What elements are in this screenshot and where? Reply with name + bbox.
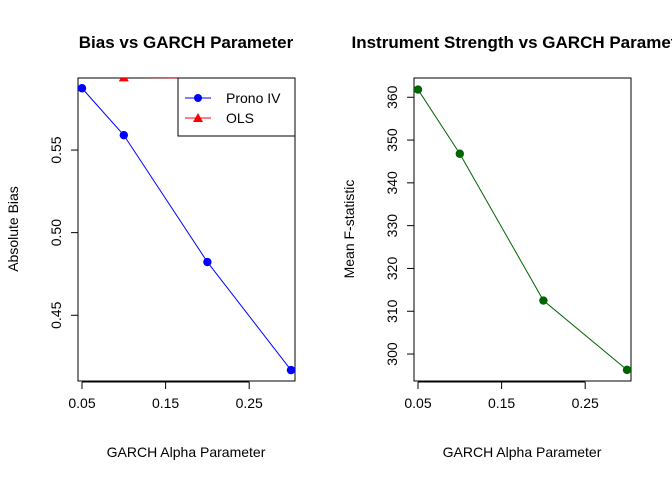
data-point (118, 78, 129, 82)
bias-x-axis-label: GARCH Alpha Parameter (107, 444, 266, 460)
bias-y-axis: 0.45 0.50 0.55 (48, 136, 79, 329)
data-point (119, 130, 129, 140)
instrument-chart-title: Instrument Strength vs GARCH Parameter (351, 33, 672, 52)
x-tick-label: 0.15 (152, 395, 179, 411)
y-tick-label: 0.50 (48, 219, 64, 246)
data-point (414, 85, 423, 94)
bias-legend: Prono IV OLS (177, 77, 296, 137)
y-tick-label: 0.45 (48, 301, 64, 328)
y-tick-label: 0.55 (48, 136, 64, 163)
x-tick-label: 0.25 (236, 395, 263, 411)
x-tick-label: 0.25 (572, 395, 599, 411)
instrument-panel: Instrument Strength vs GARCH Parameter 0… (341, 33, 672, 460)
series-line (417, 89, 628, 371)
y-tick-label: 330 (384, 214, 400, 238)
instrument-plot-frame (413, 77, 632, 382)
data-point (286, 365, 295, 375)
instrument-series (414, 85, 631, 375)
instrument-y-axis: 300 310 320 330 340 350 360 (384, 85, 415, 366)
legend-marker-prono-iv (194, 94, 202, 102)
bias-y-axis-label: Absolute Bias (5, 186, 21, 272)
legend-label-prono-iv: Prono IV (226, 90, 281, 106)
x-tick-label: 0.15 (488, 395, 515, 411)
instrument-y-axis-label: Mean F-statistic (341, 180, 357, 279)
series-line (81, 87, 292, 371)
data-point (203, 257, 212, 267)
legend-box (177, 77, 296, 137)
bias-x-axis: 0.05 0.15 0.25 (68, 381, 263, 411)
legend-label-ols: OLS (226, 110, 254, 126)
y-tick-label: 310 (384, 299, 400, 323)
y-tick-label: 300 (384, 342, 400, 366)
y-tick-label: 360 (384, 85, 400, 109)
data-point (78, 84, 87, 93)
data-point (77, 51, 87, 60)
data-point (455, 149, 465, 158)
bias-panel: Bias vs GARCH Parameter 0.05 0.15 0.25 0.4… (5, 33, 296, 460)
data-point (539, 296, 548, 305)
y-tick-label: 350 (384, 128, 400, 152)
data-point (622, 365, 631, 375)
legend-marker-ols (193, 113, 203, 122)
instrument-x-axis-label: GARCH Alpha Parameter (443, 444, 602, 460)
y-tick-label: 320 (384, 257, 400, 281)
bias-chart-title: Bias vs GARCH Parameter (79, 33, 294, 52)
y-tick-label: 340 (384, 171, 400, 195)
x-tick-label: 0.05 (68, 395, 95, 411)
series-line (140, 78, 291, 80)
x-tick-label: 0.05 (404, 395, 431, 411)
instrument-x-axis: 0.05 0.15 0.25 (404, 381, 599, 411)
